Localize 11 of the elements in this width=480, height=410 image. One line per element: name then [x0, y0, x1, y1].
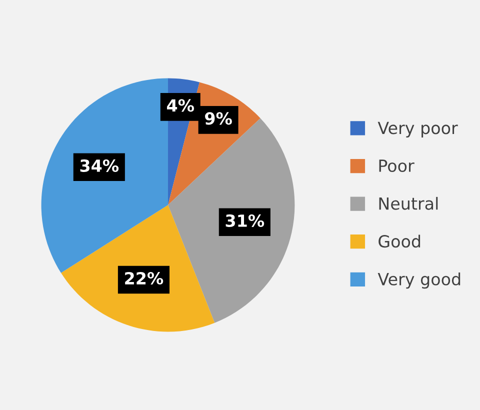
- data-label: 4%: [166, 99, 194, 112]
- legend-label: Very poor: [378, 122, 458, 138]
- legend-label: Neutral: [379, 196, 438, 210]
- data-label: 9%: [205, 112, 232, 125]
- data-label: 31%: [226, 214, 264, 227]
- legend-label: Good: [378, 234, 420, 248]
- legend-label: Poor: [379, 160, 414, 172]
- pie-slice: [41, 78, 168, 273]
- legend-label: Very good: [378, 272, 460, 289]
- data-label: 34%: [80, 159, 119, 172]
- data-label: 22%: [125, 272, 164, 285]
